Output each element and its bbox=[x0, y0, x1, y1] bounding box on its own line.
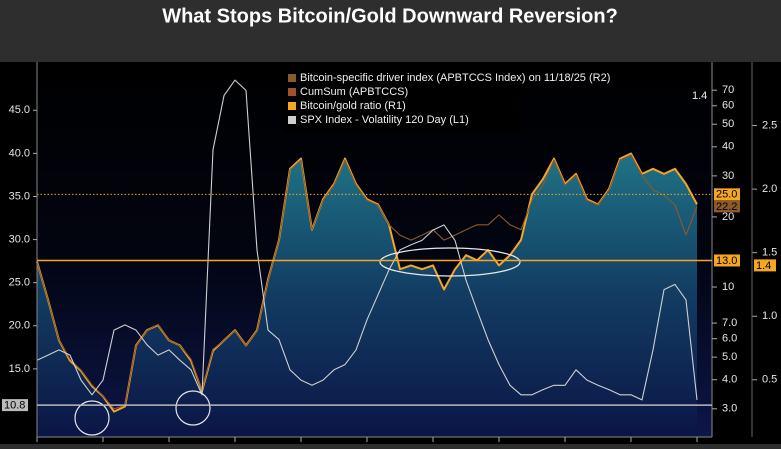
tick-label: 40.0 bbox=[9, 147, 30, 159]
legend-swatch bbox=[288, 74, 296, 82]
tick-label: 45.0 bbox=[9, 104, 30, 116]
tick-label: 35.0 bbox=[9, 190, 30, 202]
tick-label: 2.5 bbox=[762, 119, 777, 131]
legend-swatch bbox=[288, 88, 296, 96]
tick-label: 40 bbox=[722, 141, 734, 153]
tick-label: 60 bbox=[722, 100, 734, 112]
value-label: 25.0 bbox=[716, 189, 737, 201]
tick-label: 6.0 bbox=[722, 333, 737, 345]
chart-title: What Stops Bitcoin/Gold Downward Reversi… bbox=[162, 5, 618, 27]
value-box bbox=[714, 188, 740, 201]
tick-label: 25.0 bbox=[9, 277, 30, 289]
value-box bbox=[2, 399, 28, 412]
title-bar bbox=[0, 0, 781, 62]
tick-label: 3.0 bbox=[722, 403, 737, 415]
area bbox=[37, 153, 697, 437]
tick-label: 1.5 bbox=[762, 247, 777, 259]
legend-entry: Bitcoin/gold ratio (R1) bbox=[300, 100, 406, 112]
line bbox=[36, 79, 698, 401]
tick-label: 30 bbox=[722, 170, 734, 182]
tick-label: 7.0 bbox=[722, 317, 737, 329]
tick-label: 30.0 bbox=[9, 233, 30, 245]
value-box bbox=[754, 259, 776, 272]
tick-label: 1.0 bbox=[762, 310, 777, 322]
tick-label: 15.0 bbox=[9, 363, 30, 375]
tick-label: 50 bbox=[722, 118, 734, 130]
annotation-ellipse bbox=[379, 247, 521, 277]
legend-entry: Bitcoin-specific driver index (APBTCCS I… bbox=[300, 72, 610, 84]
line bbox=[36, 154, 698, 410]
legend-entry: SPX Index - Volatility 120 Day (L1) bbox=[300, 114, 469, 126]
value-label: 10.8 bbox=[4, 400, 25, 412]
value-label: 13.0 bbox=[716, 255, 737, 267]
annotation-circle bbox=[175, 390, 211, 426]
tick-label: 20.0 bbox=[9, 320, 30, 332]
tick-label: 4.0 bbox=[722, 374, 737, 386]
value-box bbox=[714, 200, 740, 213]
legend-entry: CumSum (APBTCCS) bbox=[300, 86, 408, 98]
legend-swatch bbox=[288, 116, 296, 124]
tick-label: 10 bbox=[722, 281, 734, 293]
annotation-circle bbox=[74, 400, 110, 436]
value-box bbox=[714, 254, 740, 267]
value-label: 1.4 bbox=[756, 260, 771, 272]
legend-value: 1.4 bbox=[692, 90, 707, 102]
tick-label: 70 bbox=[722, 84, 734, 96]
tick-label: 2.0 bbox=[762, 183, 777, 195]
legend-background bbox=[284, 70, 520, 132]
legend-swatch bbox=[288, 102, 296, 110]
tick-label: 0.5 bbox=[762, 374, 777, 386]
value-label: 22.2 bbox=[716, 201, 737, 213]
tick-label: 5.0 bbox=[722, 351, 737, 363]
tick-label: 20 bbox=[722, 211, 734, 223]
